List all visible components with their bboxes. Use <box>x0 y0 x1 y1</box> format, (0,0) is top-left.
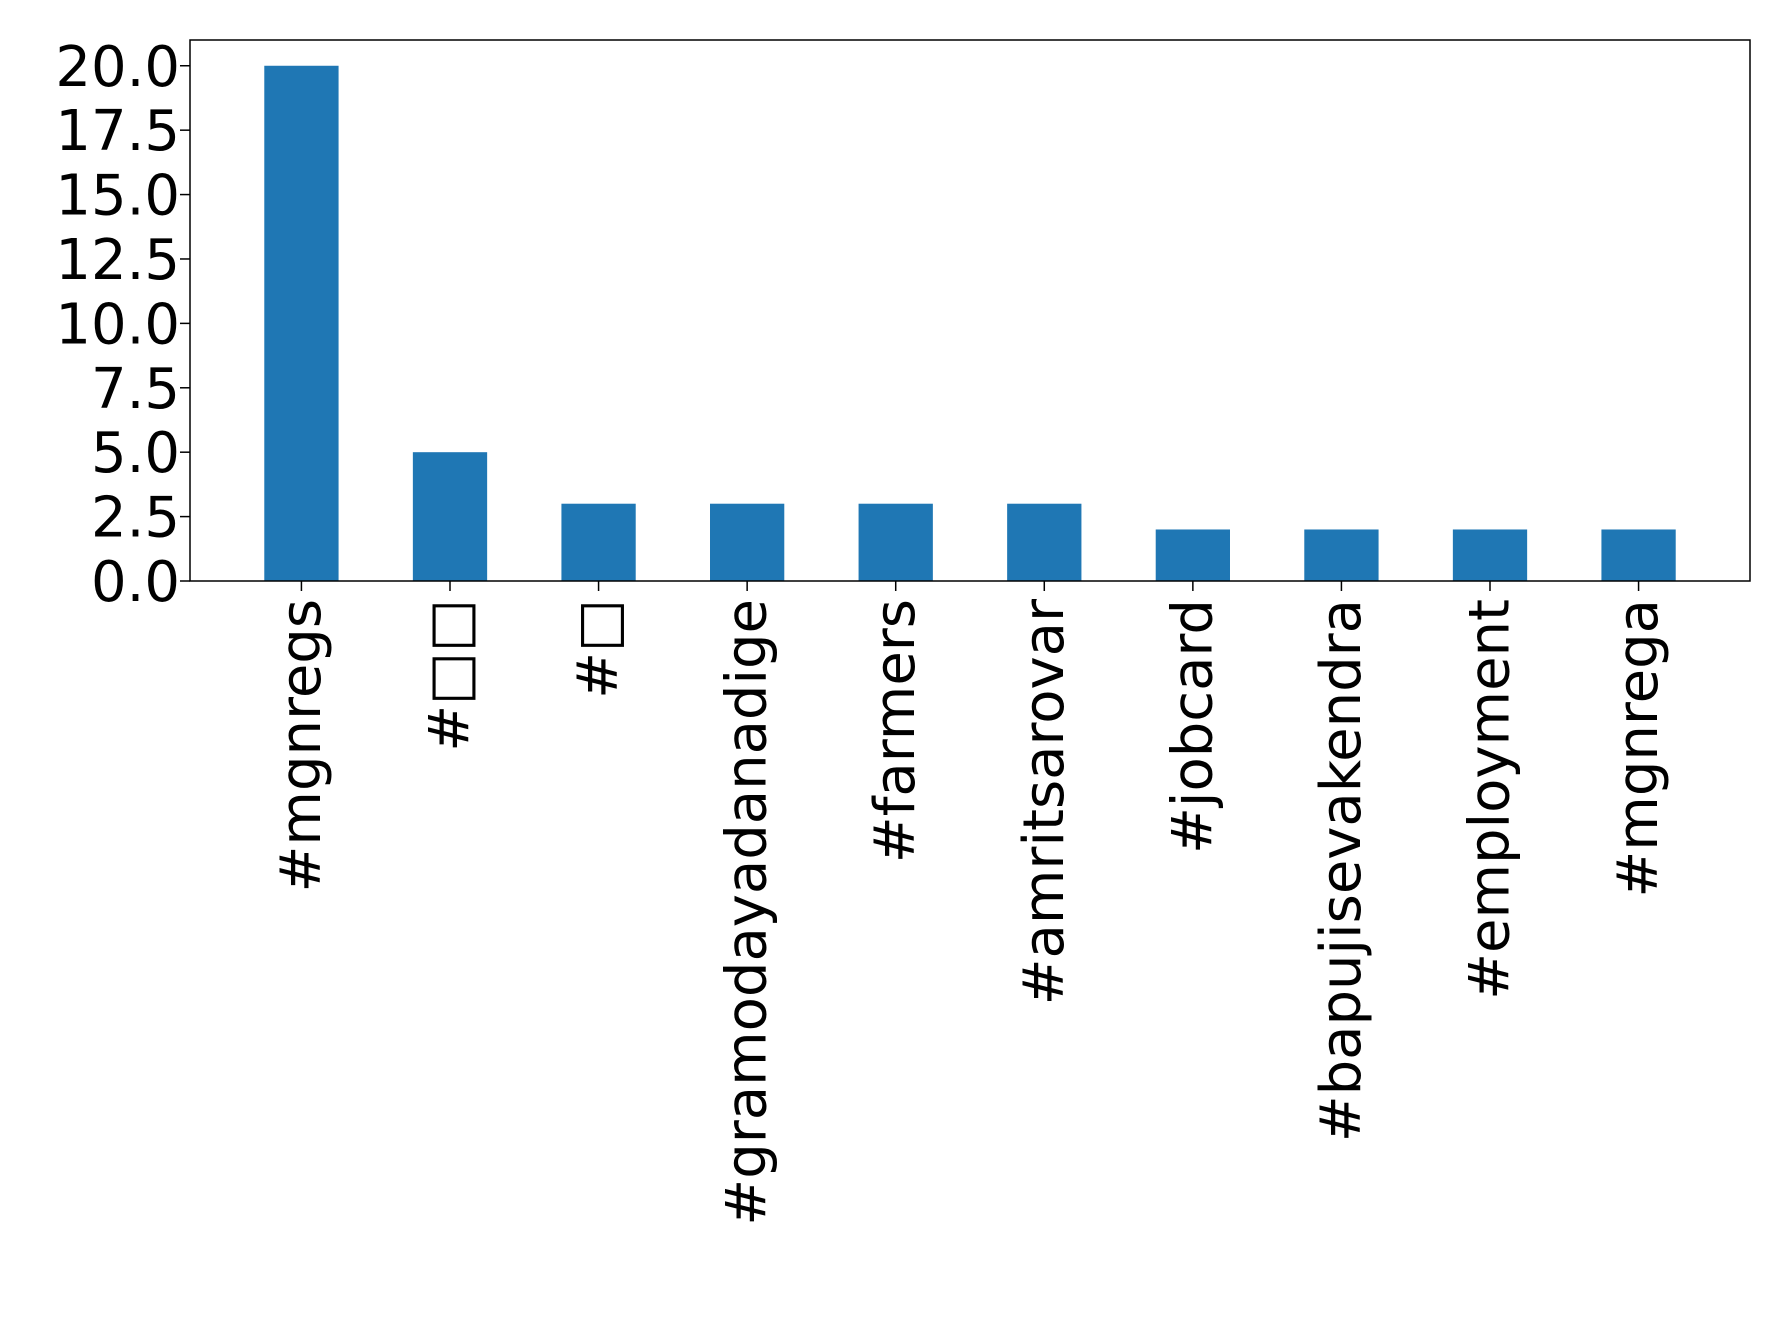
bar <box>1155 529 1230 581</box>
bar <box>1601 529 1676 581</box>
bar <box>561 503 636 581</box>
x-tick-label: #employment <box>1458 599 1523 1000</box>
x-tick-label: #farmers <box>863 599 928 863</box>
y-tick-label: 12.5 <box>55 228 180 293</box>
x-tick-label: #□ <box>566 599 631 699</box>
bars <box>264 65 1676 581</box>
x-axis: #mgnregs #□□ #□ #gramodayadanadige #farmers #… <box>269 581 1671 1226</box>
bar <box>1304 529 1379 581</box>
y-axis: 0.02.55.07.510.012.515.017.520.0 <box>55 35 190 615</box>
bar <box>710 503 785 581</box>
x-tick-label: #□□ <box>418 599 483 752</box>
x-tick-label: #mgnregs <box>269 599 334 892</box>
y-tick-label: 5.0 <box>91 421 180 486</box>
x-tick-label: #mgnrega <box>1606 599 1671 898</box>
y-tick-label: 2.5 <box>91 486 180 551</box>
y-tick-label: 10.0 <box>55 292 180 357</box>
bar <box>1452 529 1528 581</box>
y-tick-label: 17.5 <box>55 99 180 164</box>
y-tick-label: 7.5 <box>91 357 180 422</box>
x-tick-label: #amritsarovar <box>1012 598 1077 1005</box>
y-tick-label: 0.0 <box>91 550 180 615</box>
bar <box>264 65 339 581</box>
plot-frame <box>189 39 1751 582</box>
y-tick-label: 20.0 <box>55 35 180 100</box>
bar <box>858 503 933 581</box>
y-tick-label: 15.0 <box>55 164 180 229</box>
bar <box>1007 503 1082 581</box>
x-tick-label: #bapujisevakendra <box>1309 599 1374 1142</box>
bar <box>412 452 488 581</box>
x-tick-label: #jobcard <box>1160 599 1225 854</box>
x-tick-label: #gramodayadanadige <box>715 599 780 1226</box>
